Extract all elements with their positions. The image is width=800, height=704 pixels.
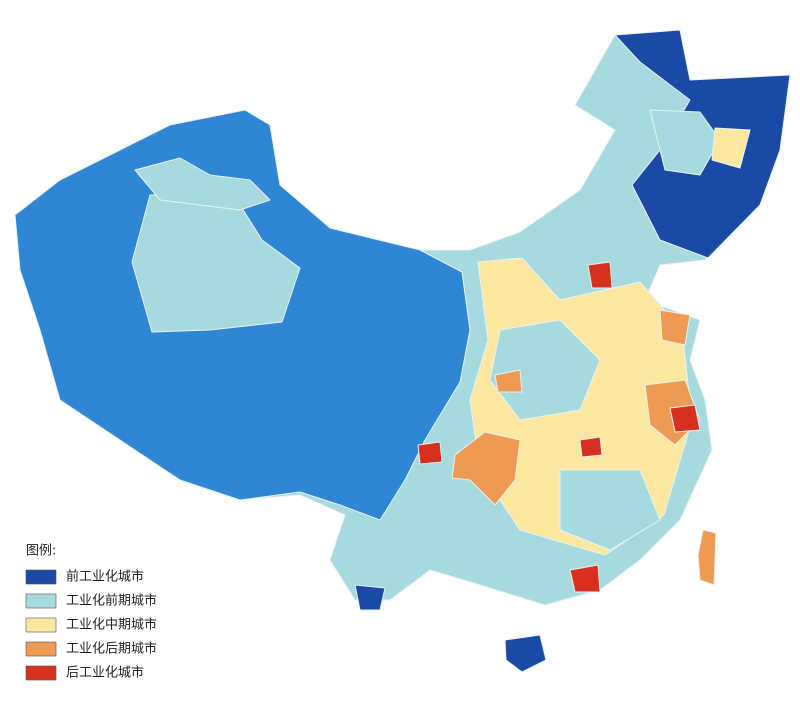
legend-swatch [25, 617, 57, 633]
legend-label: 工业化前期城市 [66, 593, 157, 609]
northeast-inner [649, 109, 721, 176]
map-regions [14, 29, 791, 673]
red-area-4 [417, 441, 443, 465]
southern-patch [559, 469, 661, 551]
red-area-3 [569, 564, 601, 593]
hainan [504, 634, 547, 673]
orange-area-3 [659, 309, 691, 346]
northern-basin [134, 157, 271, 211]
orange-area-1 [451, 431, 521, 506]
red-area-2 [669, 404, 701, 433]
legend-label: 工业化后期城市 [66, 641, 157, 657]
legend-swatch [25, 569, 57, 585]
legend-swatch [25, 593, 57, 609]
legend-title: 图例: [26, 544, 56, 559]
red-area-5 [579, 436, 603, 458]
central-patch [489, 319, 601, 421]
southwest-blue-patch [354, 584, 386, 611]
red-area-1 [587, 261, 613, 289]
legend-label: 工业化中期城市 [66, 617, 157, 633]
legend-swatch [25, 665, 57, 681]
northeast-patch [711, 127, 751, 169]
legend-label: 前工业化城市 [66, 569, 144, 585]
taiwan [697, 529, 717, 586]
orange-area-4 [494, 369, 523, 393]
legend-label: 后工业化城市 [66, 665, 144, 681]
legend-swatch [25, 641, 57, 657]
